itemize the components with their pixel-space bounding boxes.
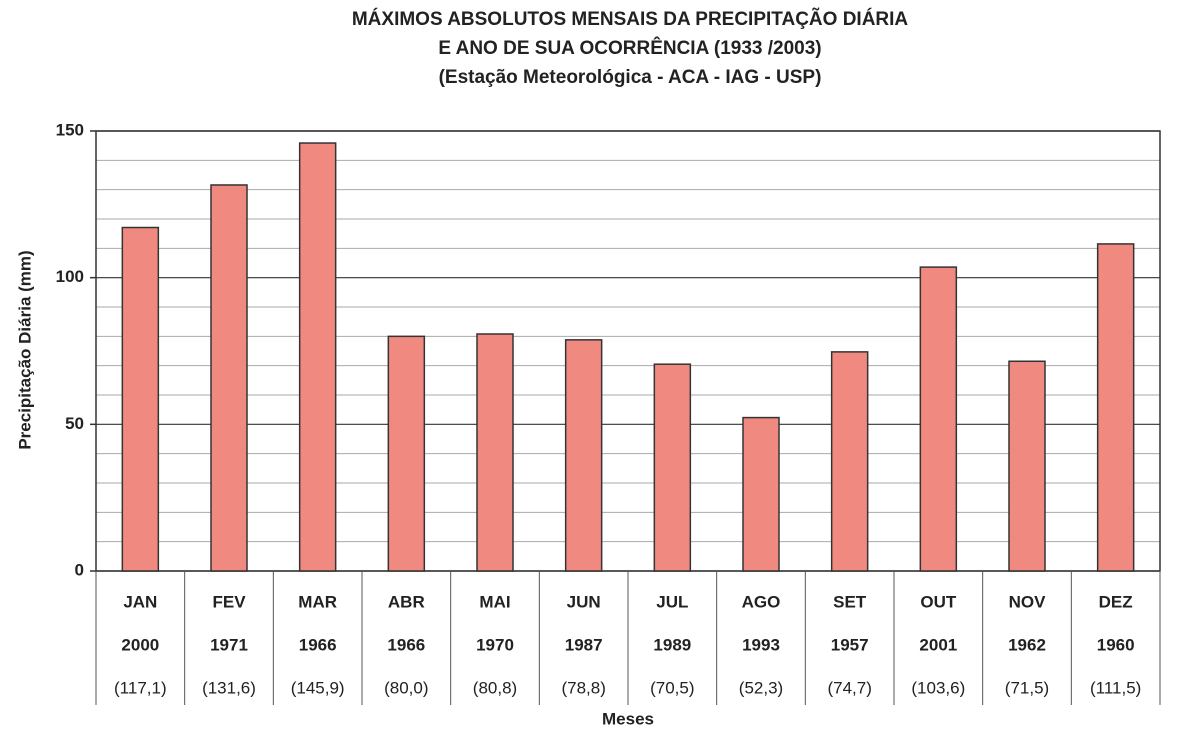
x-tick-label: MAR [298,592,337,611]
value-label: (70,5) [650,678,694,697]
value-label: (74,7) [827,678,871,697]
year-label: 1970 [476,635,514,654]
year-label: 1957 [831,635,869,654]
x-tick-label: MAI [479,592,510,611]
chart-title: E ANO DE SUA OCORRÊNCIA (1933 /2003) [438,37,821,59]
value-label: (80,0) [384,678,428,697]
chart-title: MÁXIMOS ABSOLUTOS MENSAIS DA PRECIPITAÇÃ… [352,8,909,30]
bar [476,333,514,572]
y-tick-label: 150 [56,120,84,139]
year-label: 2000 [121,635,159,654]
x-tick-label: DEZ [1099,592,1133,611]
x-tick-label: FEV [212,592,246,611]
year-label: 1960 [1097,635,1135,654]
y-axis-label: Precipitação Diária (mm) [15,250,34,449]
x-tick-label: JUN [567,592,601,611]
x-tick-label: AGO [742,592,781,611]
plot-frame [95,130,1161,572]
bar [121,226,160,572]
value-label: (52,3) [739,678,783,697]
bar [1008,360,1046,572]
year-label: 1966 [387,635,425,654]
value-label: (103,6) [911,678,965,697]
x-tick-label: OUT [920,592,957,611]
value-label: (145,9) [291,678,345,697]
year-label: 1989 [653,635,691,654]
chart-subtitle: (Estação Meteorológica - ACA - IAG - USP… [439,67,822,88]
bar [387,335,426,572]
y-tick-label: 100 [56,267,84,286]
value-label: (71,5) [1005,678,1049,697]
x-tick-label: SET [833,592,867,611]
x-tick-label: JUL [656,592,688,611]
year-label: 1993 [742,635,780,654]
value-label: (78,8) [561,678,605,697]
y-tick-label: 0 [75,560,84,579]
x-axis-label: Meses [602,709,654,728]
bar [564,339,603,572]
year-label: 1966 [299,635,337,654]
x-tick-label: NOV [1009,592,1047,611]
year-label: 1962 [1008,635,1046,654]
bar [919,266,958,572]
value-label: (80,8) [473,678,517,697]
year-label: 2001 [919,635,957,654]
x-tick-label: JAN [123,592,157,611]
value-label: (131,6) [202,678,256,697]
value-label: (117,1) [114,678,167,697]
bar [830,351,869,572]
bar [653,363,692,572]
bar [1096,243,1135,572]
x-tick-label: ABR [388,592,425,611]
y-tick-label: 50 [65,414,84,433]
bar [210,184,248,572]
bar [298,142,337,572]
value-label: (111,5) [1090,678,1141,697]
year-label: 1971 [210,635,248,654]
year-label: 1987 [565,635,603,654]
bar [742,416,780,572]
